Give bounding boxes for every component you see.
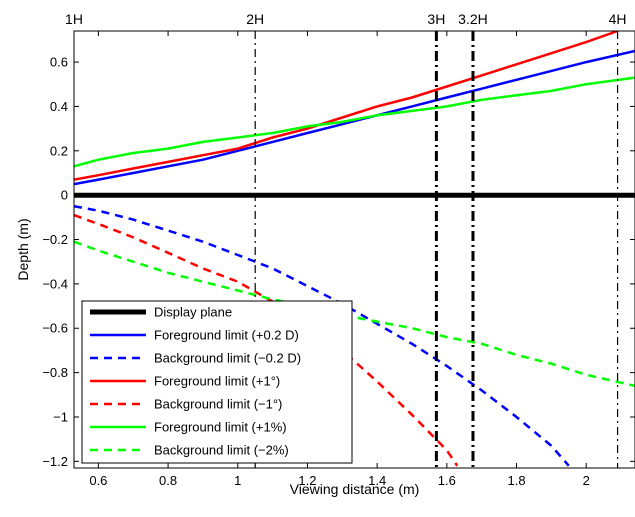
y-axis-ticks: 0.6 0.4 0.2 0 −0.2 −0.4 −0.6 −0.8 −1 −1.2 — [42, 55, 635, 469]
x-tick-label: 1.8 — [507, 473, 525, 488]
x-tick-label: 1 — [234, 473, 241, 488]
marker-label-3-2h: 3.2H — [458, 11, 488, 27]
legend-label-background-limit-2: Background limit (−2%) — [154, 443, 289, 458]
series-line-foreground-limit-1 — [74, 31, 619, 181]
marker-label-1h: 1H — [65, 11, 83, 27]
legend-label-foreground-limit-0-2-d: Foreground limit (+0.2 D) — [154, 328, 299, 343]
y-axis-label: Depth (m) — [15, 218, 31, 280]
y-tick-label: −0.4 — [42, 276, 68, 291]
legend: Display plane Foreground limit (+0.2 D) Ba… — [81, 300, 353, 464]
legend-label-background-limit-1: Background limit (−1°) — [154, 397, 282, 412]
x-tick-label: 0.6 — [89, 473, 107, 488]
y-tick-label: 0.6 — [50, 55, 68, 70]
y-tick-label: −1 — [53, 409, 68, 424]
marker-label-4h: 4H — [609, 11, 627, 27]
x-tick-label: 0.8 — [159, 473, 177, 488]
series-line-foreground-limit-1 — [74, 76, 635, 168]
legend-label-display-plane: Display plane — [154, 305, 232, 320]
y-tick-label: 0 — [61, 188, 68, 203]
y-tick-label: −0.2 — [42, 232, 68, 247]
y-tick-label: −0.6 — [42, 321, 68, 336]
x-tick-label: 1.2 — [298, 473, 316, 488]
plot-frame — [73, 30, 635, 469]
x-axis-ticks: 0.6 0.8 1 1.2 1.4 1.6 1.8 2 — [89, 31, 590, 488]
series-line-background-limit-0-2-d — [74, 204, 570, 467]
series-line-background-limit-2 — [74, 240, 635, 388]
y-tick-label: 0.2 — [50, 143, 68, 158]
series-line-foreground-limit-0-2-d — [74, 49, 635, 186]
y-tick-label: 0.4 — [50, 99, 68, 114]
series-layer — [74, 31, 635, 467]
x-tick-label: 1.4 — [368, 473, 386, 488]
legend-items: Display plane Foreground limit (+0.2 D) Ba… — [90, 305, 301, 458]
x-axis-label: Viewing distance (m) — [290, 481, 420, 497]
x-tick-label: 1.6 — [438, 473, 456, 488]
marker-label-2h: 2H — [246, 11, 264, 27]
legend-label-foreground-limit-1: Foreground limit (+1°) — [154, 374, 280, 389]
marker-layer: 1H 2H 3H 3.2H 4H — [65, 11, 627, 468]
y-tick-label: −0.8 — [42, 365, 68, 380]
y-tick-label: −1.2 — [42, 454, 68, 469]
x-tick-label: 2 — [583, 473, 590, 488]
legend-label-foreground-limit-1: Foreground limit (+1%) — [154, 420, 287, 435]
legend-label-background-limit-0-2-d: Background limit (−0.2 D) — [154, 351, 301, 366]
marker-label-3h: 3H — [427, 11, 445, 27]
